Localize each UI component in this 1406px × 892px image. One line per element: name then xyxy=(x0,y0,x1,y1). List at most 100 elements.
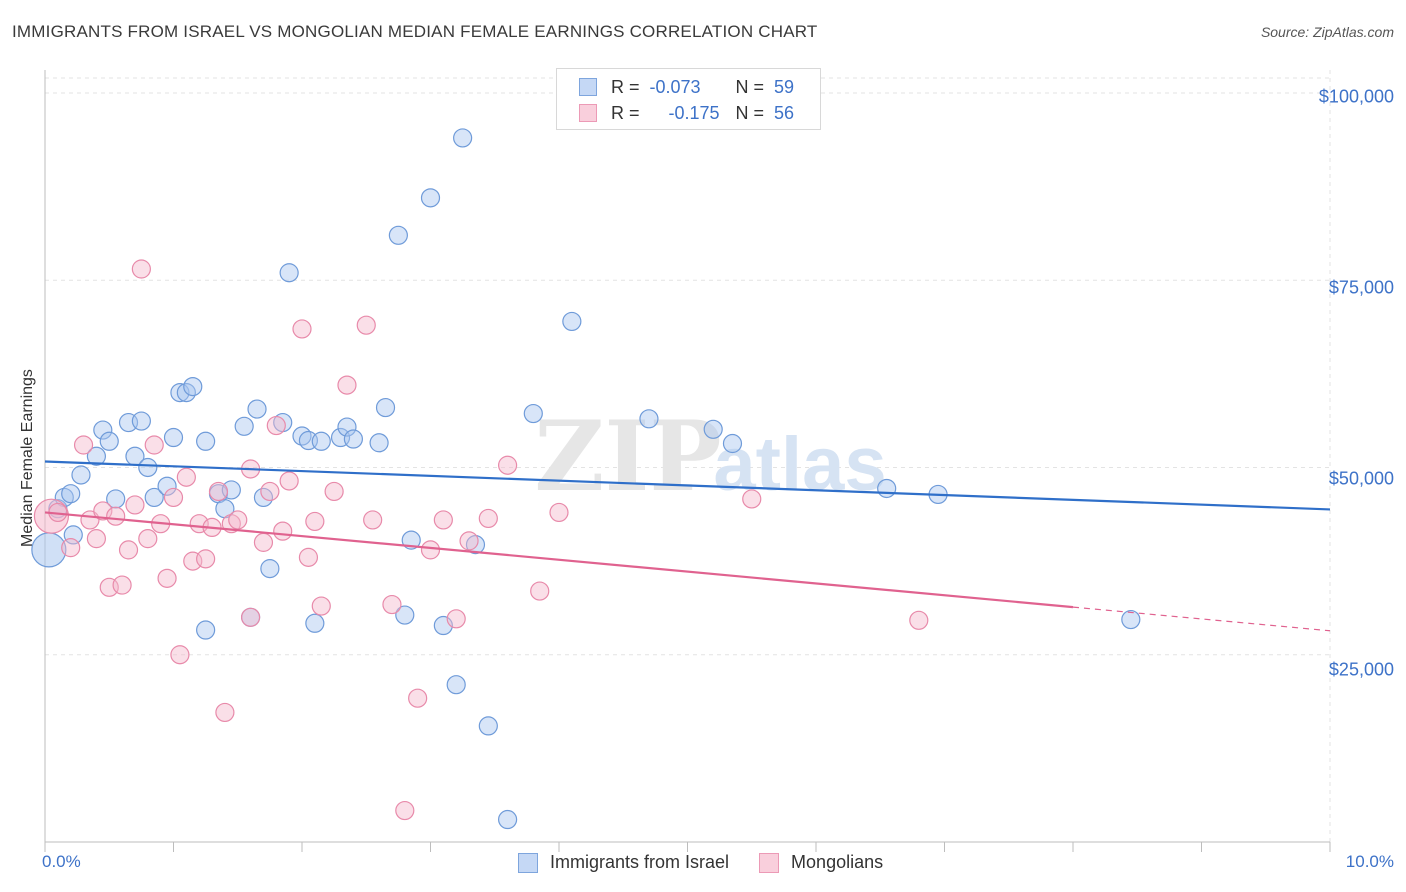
mongolian-point xyxy=(112,575,132,595)
mongolian-point xyxy=(408,688,428,708)
legend-row-mongolians: R = -0.175 N = 56 xyxy=(579,101,794,125)
israel-point xyxy=(93,420,113,440)
israel-point xyxy=(234,416,254,436)
israel-point xyxy=(138,457,158,478)
israel-point xyxy=(369,433,389,453)
mongolian-point xyxy=(144,435,164,455)
israel-point xyxy=(395,605,415,625)
israel-point xyxy=(311,431,331,451)
mongolian-point xyxy=(311,596,331,616)
y-tick-75000: $75,000 xyxy=(1328,277,1394,298)
legend-swatch-israel xyxy=(579,78,597,96)
series-legend: Immigrants from Israel Mongolians xyxy=(518,852,913,873)
watermark-zip: ZIP xyxy=(534,400,721,513)
mongolian-point xyxy=(176,467,196,487)
mongolian-point xyxy=(170,645,190,665)
israel-point xyxy=(247,399,267,419)
watermark-atlas: atlas xyxy=(713,422,886,507)
axes xyxy=(44,70,1331,852)
mongolian-point xyxy=(260,481,280,502)
mongolian-point xyxy=(106,506,126,526)
mongolian-point xyxy=(292,319,312,339)
israel-point xyxy=(163,427,184,448)
mongolian-point xyxy=(498,455,518,475)
israel-point xyxy=(420,188,441,208)
israel-point xyxy=(703,419,723,439)
israel-point xyxy=(1121,609,1141,630)
legend-r-value: -0.073 xyxy=(649,76,701,97)
mongolian-point xyxy=(298,547,319,567)
mongolian-point xyxy=(279,471,299,491)
israel-point xyxy=(157,476,177,496)
mongolian-point xyxy=(909,610,929,630)
mongolian-point xyxy=(446,609,466,629)
series-swatch-mongolians xyxy=(759,852,780,873)
mongolian-point xyxy=(196,549,216,569)
israel-point xyxy=(562,311,582,332)
israel-point xyxy=(337,417,357,437)
legend-r-value: -0.175 xyxy=(668,102,720,123)
trend-lines xyxy=(44,460,1331,632)
mongolian-trend-line xyxy=(44,511,1074,609)
mongolian-point xyxy=(395,800,415,821)
israel-point xyxy=(71,465,91,485)
mongolian-point xyxy=(241,607,261,627)
mongolian-point xyxy=(433,510,453,530)
israel-point xyxy=(453,128,473,148)
israel-point xyxy=(639,409,659,429)
mongolian-point xyxy=(208,481,229,502)
series-name-israel: Immigrants from Israel xyxy=(550,852,730,872)
israel-point xyxy=(196,620,216,640)
israel-trend-line xyxy=(44,460,1331,511)
mongolian-point xyxy=(253,532,274,552)
series-name-mongolians: Mongolians xyxy=(791,852,884,872)
mongolian-point xyxy=(86,529,107,549)
israel-point xyxy=(722,433,743,454)
mongolian-point xyxy=(382,594,402,615)
y-tick-50000: $50,000 xyxy=(1328,468,1394,489)
mongolian-trend-extension xyxy=(1072,606,1331,632)
mongolian-point xyxy=(549,502,569,523)
mongolian-point xyxy=(189,514,209,534)
legend-swatch-mongolians xyxy=(579,104,597,122)
mongolian-point xyxy=(742,489,762,509)
mongolian-point xyxy=(478,508,498,529)
israel-point xyxy=(343,429,363,449)
mongolian-point xyxy=(33,498,70,534)
israel-point xyxy=(877,478,897,499)
mongolian-point xyxy=(228,510,248,530)
mongolian-point xyxy=(305,511,325,532)
legend-r-label: R = xyxy=(611,76,640,97)
israel-point xyxy=(388,225,408,245)
mongolian-point xyxy=(459,531,479,551)
series-legend-israel: Immigrants from Israel xyxy=(518,852,729,873)
mongolian-point xyxy=(125,495,145,515)
mongolian-point xyxy=(273,521,293,541)
mongolian-point xyxy=(530,581,550,601)
mongolian-point xyxy=(157,568,177,588)
stats-legend: R = -0.073 N = 59 R = -0.175 N = 56 xyxy=(556,68,821,130)
mongolian-point xyxy=(266,415,286,436)
legend-n-label: N = xyxy=(735,102,765,123)
mongolian-point xyxy=(356,315,376,335)
mongolian-point xyxy=(138,529,158,549)
mongolian-point xyxy=(363,510,383,530)
israel-point xyxy=(446,675,466,695)
data-points xyxy=(31,128,1141,830)
israel-point xyxy=(498,809,518,830)
israel-point xyxy=(106,489,126,509)
israel-point xyxy=(61,484,81,504)
mongolian-point xyxy=(163,487,184,508)
israel-point xyxy=(478,716,498,736)
israel-point xyxy=(144,487,164,508)
israel-point xyxy=(375,397,396,418)
legend-n-value: 56 xyxy=(774,102,795,123)
y-tick-100000: $100,000 xyxy=(1318,86,1394,107)
legend-n-value: 59 xyxy=(774,76,795,97)
israel-point xyxy=(86,446,107,466)
y-tick-25000: $25,000 xyxy=(1328,659,1394,680)
israel-point xyxy=(260,559,280,579)
israel-point xyxy=(523,403,543,424)
legend-r-label: R = xyxy=(611,102,640,123)
